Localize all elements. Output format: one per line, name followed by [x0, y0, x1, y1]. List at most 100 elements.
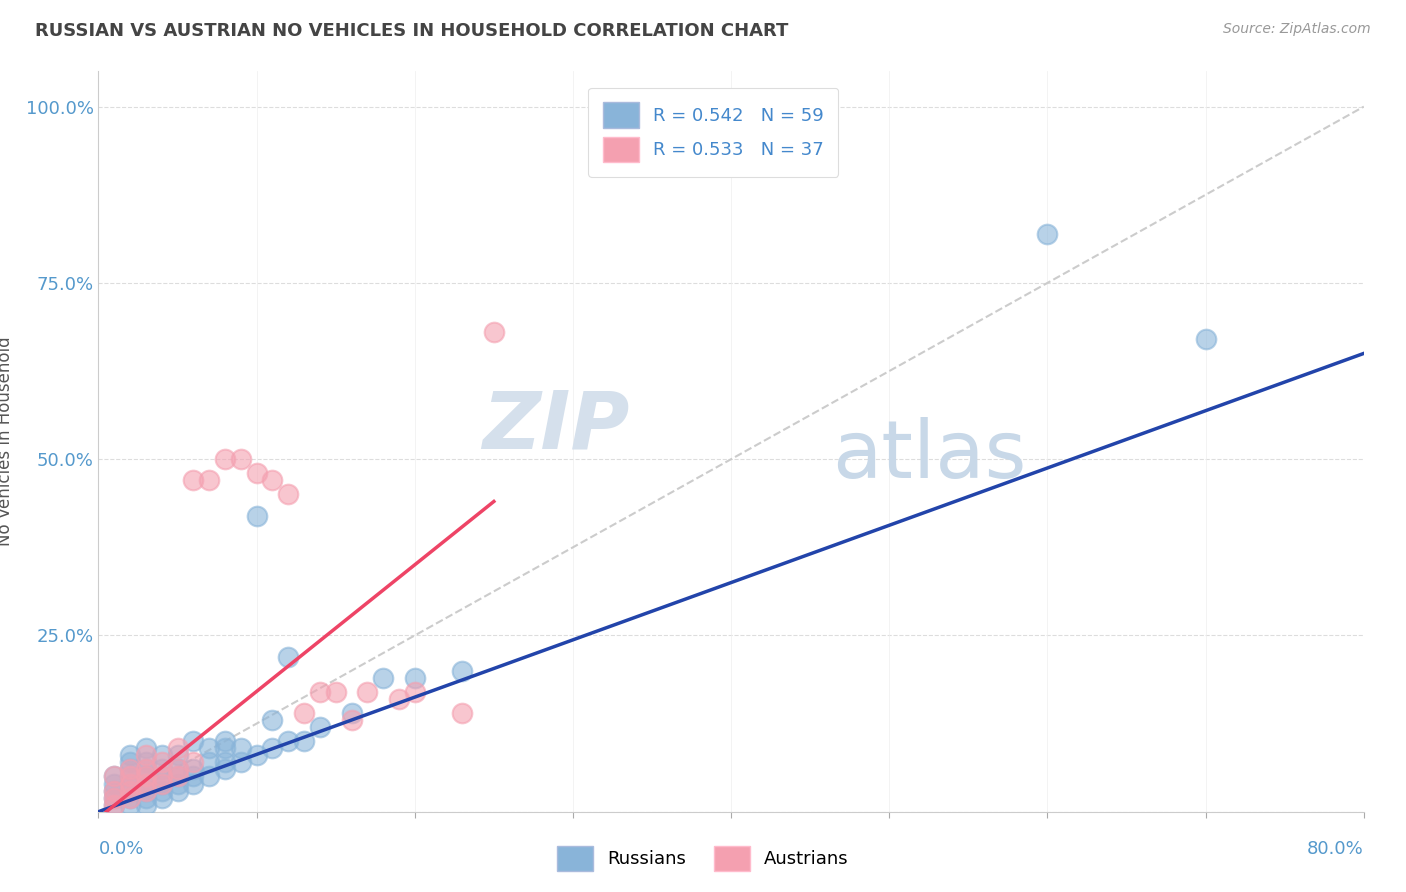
Point	[103, 797, 125, 812]
Point	[135, 763, 157, 777]
Point	[150, 756, 173, 770]
Point	[246, 748, 269, 763]
Point	[198, 769, 221, 783]
Point	[262, 713, 284, 727]
Point	[277, 734, 299, 748]
Point	[340, 713, 363, 727]
Point	[388, 692, 411, 706]
Point	[309, 685, 332, 699]
Point	[135, 748, 157, 763]
Point	[135, 783, 157, 797]
Point	[214, 741, 236, 756]
Point	[371, 671, 394, 685]
Text: ZIP: ZIP	[482, 388, 630, 466]
Point	[340, 706, 363, 720]
Point	[309, 720, 332, 734]
Point	[262, 473, 284, 487]
Point	[451, 706, 474, 720]
Point	[135, 769, 157, 783]
Point	[150, 769, 173, 783]
Point	[1036, 227, 1059, 241]
Point	[166, 763, 188, 777]
Point	[150, 776, 173, 790]
Point	[166, 741, 188, 756]
Point	[120, 763, 141, 777]
Point	[120, 769, 141, 783]
Text: Source: ZipAtlas.com: Source: ZipAtlas.com	[1223, 22, 1371, 37]
Point	[166, 763, 188, 777]
Point	[103, 790, 125, 805]
Point	[166, 776, 188, 790]
Text: atlas: atlas	[832, 417, 1026, 495]
Text: RUSSIAN VS AUSTRIAN NO VEHICLES IN HOUSEHOLD CORRELATION CHART: RUSSIAN VS AUSTRIAN NO VEHICLES IN HOUSE…	[35, 22, 789, 40]
Point	[229, 452, 252, 467]
Point	[166, 769, 188, 783]
Point	[120, 797, 141, 812]
Point	[356, 685, 378, 699]
Point	[135, 741, 157, 756]
Point	[277, 487, 299, 501]
Point	[246, 508, 269, 523]
Point	[120, 769, 141, 783]
Point	[183, 756, 205, 770]
Point	[166, 769, 188, 783]
Point	[103, 783, 125, 797]
Point	[183, 769, 205, 783]
Point	[214, 734, 236, 748]
Legend: R = 0.542   N = 59, R = 0.533   N = 37: R = 0.542 N = 59, R = 0.533 N = 37	[588, 87, 838, 177]
Point	[120, 776, 141, 790]
Point	[214, 452, 236, 467]
Point	[120, 783, 141, 797]
Point	[150, 783, 173, 797]
Point	[1194, 332, 1216, 346]
Point	[135, 776, 157, 790]
Point	[150, 748, 173, 763]
Point	[183, 734, 205, 748]
Point	[292, 706, 315, 720]
Point	[166, 783, 188, 797]
Point	[229, 756, 252, 770]
Point	[198, 473, 221, 487]
Point	[166, 748, 188, 763]
Point	[120, 783, 141, 797]
Point	[135, 776, 157, 790]
Point	[229, 741, 252, 756]
Point	[183, 473, 205, 487]
Point	[150, 769, 173, 783]
Point	[292, 734, 315, 748]
Point	[120, 790, 141, 805]
Point	[198, 756, 221, 770]
Y-axis label: No Vehicles in Household: No Vehicles in Household	[0, 336, 14, 547]
Point	[262, 741, 284, 756]
Legend: Russians, Austrians: Russians, Austrians	[550, 838, 856, 879]
Point	[120, 748, 141, 763]
Point	[103, 797, 125, 812]
Point	[135, 783, 157, 797]
Point	[150, 763, 173, 777]
Point	[135, 756, 157, 770]
Point	[246, 467, 269, 481]
Point	[120, 763, 141, 777]
Point	[150, 776, 173, 790]
Point	[183, 763, 205, 777]
Point	[103, 769, 125, 783]
Text: 0.0%: 0.0%	[98, 840, 143, 858]
Point	[325, 685, 347, 699]
Text: 80.0%: 80.0%	[1308, 840, 1364, 858]
Point	[277, 649, 299, 664]
Point	[135, 763, 157, 777]
Point	[198, 741, 221, 756]
Point	[103, 769, 125, 783]
Point	[183, 776, 205, 790]
Point	[103, 776, 125, 790]
Point	[135, 769, 157, 783]
Point	[214, 763, 236, 777]
Point	[120, 756, 141, 770]
Point	[103, 783, 125, 797]
Point	[135, 790, 157, 805]
Point	[135, 797, 157, 812]
Point	[404, 685, 426, 699]
Point	[404, 671, 426, 685]
Point	[451, 664, 474, 678]
Point	[214, 756, 236, 770]
